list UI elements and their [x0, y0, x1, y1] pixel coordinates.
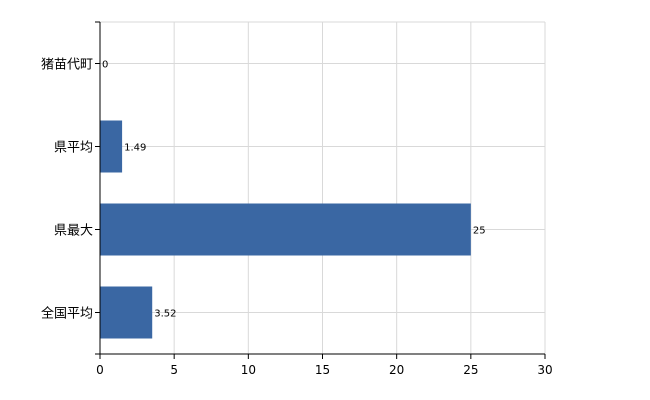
x-tick-label-5: 25	[463, 363, 478, 377]
data-label-0: 0	[102, 60, 108, 71]
bar-1	[100, 120, 123, 173]
x-tick-label-3: 15	[315, 363, 330, 377]
x-tick-label-1: 5	[170, 363, 178, 377]
category-label-3: 全国平均	[41, 306, 93, 322]
bar-2	[100, 203, 471, 256]
category-label-2: 県最大	[54, 224, 93, 239]
x-tick-label-2: 10	[241, 363, 256, 377]
category-label-1: 県平均	[54, 141, 93, 156]
x-tick-label-4: 20	[389, 363, 404, 377]
category-label-0: 猪苗代町	[41, 58, 93, 73]
data-label-2: 25	[473, 226, 486, 237]
data-label-1: 1.49	[124, 143, 146, 154]
x-tick-label-6: 30	[537, 363, 552, 377]
data-label-3: 3.52	[154, 309, 176, 320]
bar-3	[100, 286, 153, 339]
x-tick-label-0: 0	[96, 363, 104, 377]
